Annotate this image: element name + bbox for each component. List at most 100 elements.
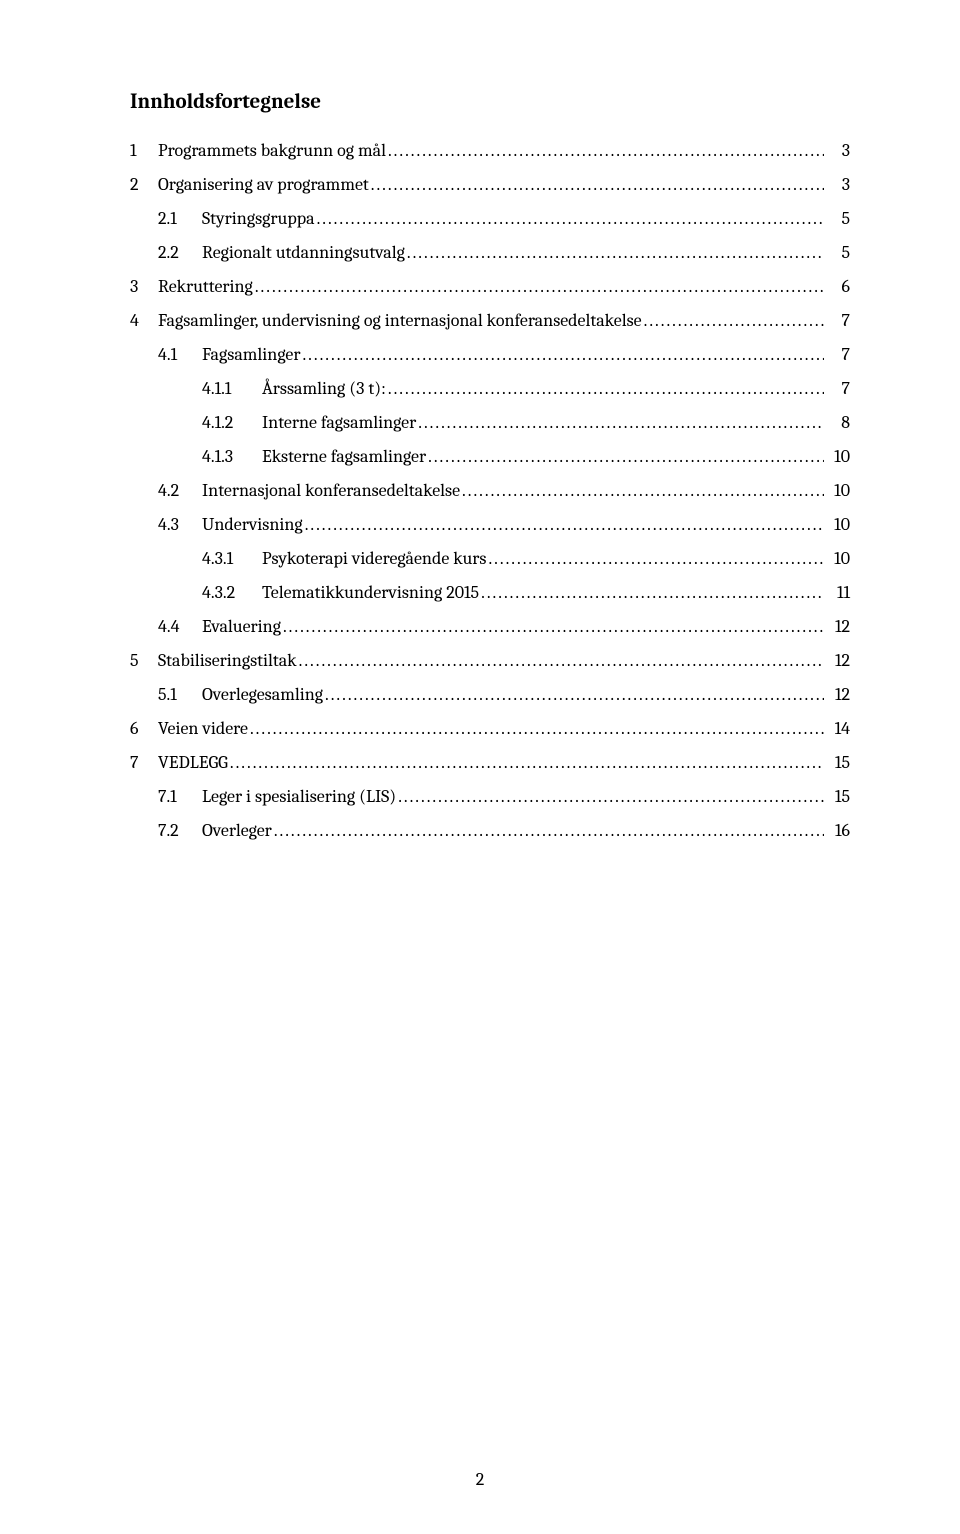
toc-leader-dots <box>388 380 824 398</box>
toc-entry-page: 3 <box>826 176 850 194</box>
toc-entry-label: Styringsgruppa <box>202 210 315 228</box>
toc-entry-number: 4 <box>130 312 158 330</box>
toc-row: 4.3Undervisning 10 <box>130 516 850 534</box>
toc-row: 1Programmets bakgrunn og mål 3 <box>130 142 850 160</box>
toc-entry-label: Telematikkundervisning 2015 <box>262 584 479 602</box>
toc-entry-page: 7 <box>826 346 850 364</box>
toc-entry-page: 10 <box>826 550 850 568</box>
toc-entry-page: 14 <box>826 720 850 738</box>
toc-row: 4.1Fagsamlinger 7 <box>130 346 850 364</box>
toc-entry-label: Organisering av programmet <box>158 176 369 194</box>
toc-entry-number: 2.2 <box>158 244 202 262</box>
toc-entry-number: 3 <box>130 278 158 296</box>
toc-row: 4.3.1Psykoterapi videregående kurs 10 <box>130 550 850 568</box>
toc-entry-label: Overleger <box>202 822 272 840</box>
toc-leader-dots <box>325 686 824 704</box>
toc-entry-label: Eksterne fagsamlinger <box>262 448 426 466</box>
toc-entry-page: 6 <box>826 278 850 296</box>
toc-entry-number: 7.1 <box>158 788 202 806</box>
page-number: 2 <box>0 1469 960 1490</box>
toc-entry-label: Programmets bakgrunn og mål <box>158 142 386 160</box>
toc-entry-number: 5.1 <box>158 686 202 704</box>
toc-entry-label: Regionalt utdanningsutvalg <box>202 244 405 262</box>
toc-entry-number: 4.2 <box>158 482 202 500</box>
toc-entry-page: 5 <box>826 244 850 262</box>
toc-row: 6Veien videre14 <box>130 720 850 738</box>
toc-row: 4Fagsamlinger, undervisning og internasj… <box>130 312 850 330</box>
toc-leader-dots <box>644 312 824 330</box>
toc-entry-label: Stabiliseringstiltak <box>158 652 297 670</box>
toc-entry-label: Internasjonal konferansedeltakelse <box>202 482 460 500</box>
toc-entry-label: Veien videre <box>158 720 248 738</box>
toc-leader-dots <box>302 346 824 364</box>
toc-entry-page: 10 <box>826 516 850 534</box>
toc-row: 3Rekruttering 6 <box>130 278 850 296</box>
toc-entry-number: 2 <box>130 176 158 194</box>
toc-entry-number: 4.4 <box>158 618 202 636</box>
toc-entry-label: Undervisning <box>202 516 303 534</box>
toc-row: 4.3.2Telematikkundervisning 2015 11 <box>130 584 850 602</box>
toc-row: 5Stabiliseringstiltak 12 <box>130 652 850 670</box>
toc-leader-dots <box>481 584 824 602</box>
toc-leader-dots <box>274 822 824 840</box>
toc-entry-label: Fagsamlinger, undervisning og internasjo… <box>158 312 642 330</box>
toc-entry-page: 12 <box>826 652 850 670</box>
toc-entry-number: 5 <box>130 652 158 670</box>
toc-entry-number: 7.2 <box>158 822 202 840</box>
toc-row: 7VEDLEGG 15 <box>130 754 850 772</box>
toc-leader-dots <box>305 516 824 534</box>
toc-entry-page: 7 <box>826 312 850 330</box>
toc-leader-dots <box>230 754 824 772</box>
toc-row: 4.4Evaluering 12 <box>130 618 850 636</box>
toc-row: 4.1.1Årssamling (3 t):7 <box>130 380 850 398</box>
toc-row: 5.1Overlegesamling12 <box>130 686 850 704</box>
toc-row: 4.1.3Eksterne fagsamlinger 10 <box>130 448 850 466</box>
toc-row: 7.2Overleger 16 <box>130 822 850 840</box>
toc-entry-label: Interne fagsamlinger <box>262 414 416 432</box>
toc-entry-page: 5 <box>826 210 850 228</box>
toc-entry-page: 8 <box>826 414 850 432</box>
toc-entry-page: 11 <box>826 584 850 602</box>
toc-entry-number: 4.1 <box>158 346 202 364</box>
toc-entry-number: 1 <box>130 142 158 160</box>
toc-entry-page: 10 <box>826 448 850 466</box>
toc-row: 2.2Regionalt utdanningsutvalg 5 <box>130 244 850 262</box>
toc-entry-page: 15 <box>826 754 850 772</box>
toc-entry-page: 12 <box>826 618 850 636</box>
toc-entry-label: Psykoterapi videregående kurs <box>262 550 486 568</box>
toc-entry-number: 4.3 <box>158 516 202 534</box>
toc-leader-dots <box>317 210 824 228</box>
toc-leader-dots <box>388 142 824 160</box>
toc-entry-number: 4.3.1 <box>202 550 262 568</box>
toc-entry-number: 2.1 <box>158 210 202 228</box>
toc-leader-dots <box>407 244 824 262</box>
toc-row: 4.1.2Interne fagsamlinger 8 <box>130 414 850 432</box>
toc-leader-dots <box>398 788 824 806</box>
toc-leader-dots <box>299 652 824 670</box>
toc-entry-number: 4.1.3 <box>202 448 262 466</box>
toc-row: 2.1Styringsgruppa 5 <box>130 210 850 228</box>
toc-entry-page: 3 <box>826 142 850 160</box>
toc-entry-label: Rekruttering <box>158 278 253 296</box>
toc-entry-page: 10 <box>826 482 850 500</box>
toc-row: 7.1Leger i spesialisering (LIS) 15 <box>130 788 850 806</box>
toc-leader-dots <box>418 414 824 432</box>
toc-entry-page: 12 <box>826 686 850 704</box>
toc-leader-dots <box>428 448 824 466</box>
toc-entry-label: Leger i spesialisering (LIS) <box>202 788 396 806</box>
toc-entry-page: 16 <box>826 822 850 840</box>
toc-entry-label: VEDLEGG <box>158 754 228 772</box>
toc-entry-page: 7 <box>826 380 850 398</box>
toc-leader-dots <box>371 176 824 194</box>
toc-leader-dots <box>255 278 824 296</box>
toc-row: 4.2Internasjonal konferansedeltakelse 10 <box>130 482 850 500</box>
toc-entry-label: Evaluering <box>202 618 281 636</box>
toc-leader-dots <box>283 618 824 636</box>
toc-leader-dots <box>488 550 824 568</box>
toc-entry-page: 15 <box>826 788 850 806</box>
toc-leader-dots <box>250 720 824 738</box>
toc-entry-number: 7 <box>130 754 158 772</box>
toc-entry-label: Fagsamlinger <box>202 346 300 364</box>
toc-entry-number: 4.3.2 <box>202 584 262 602</box>
toc-entry-number: 4.1.2 <box>202 414 262 432</box>
